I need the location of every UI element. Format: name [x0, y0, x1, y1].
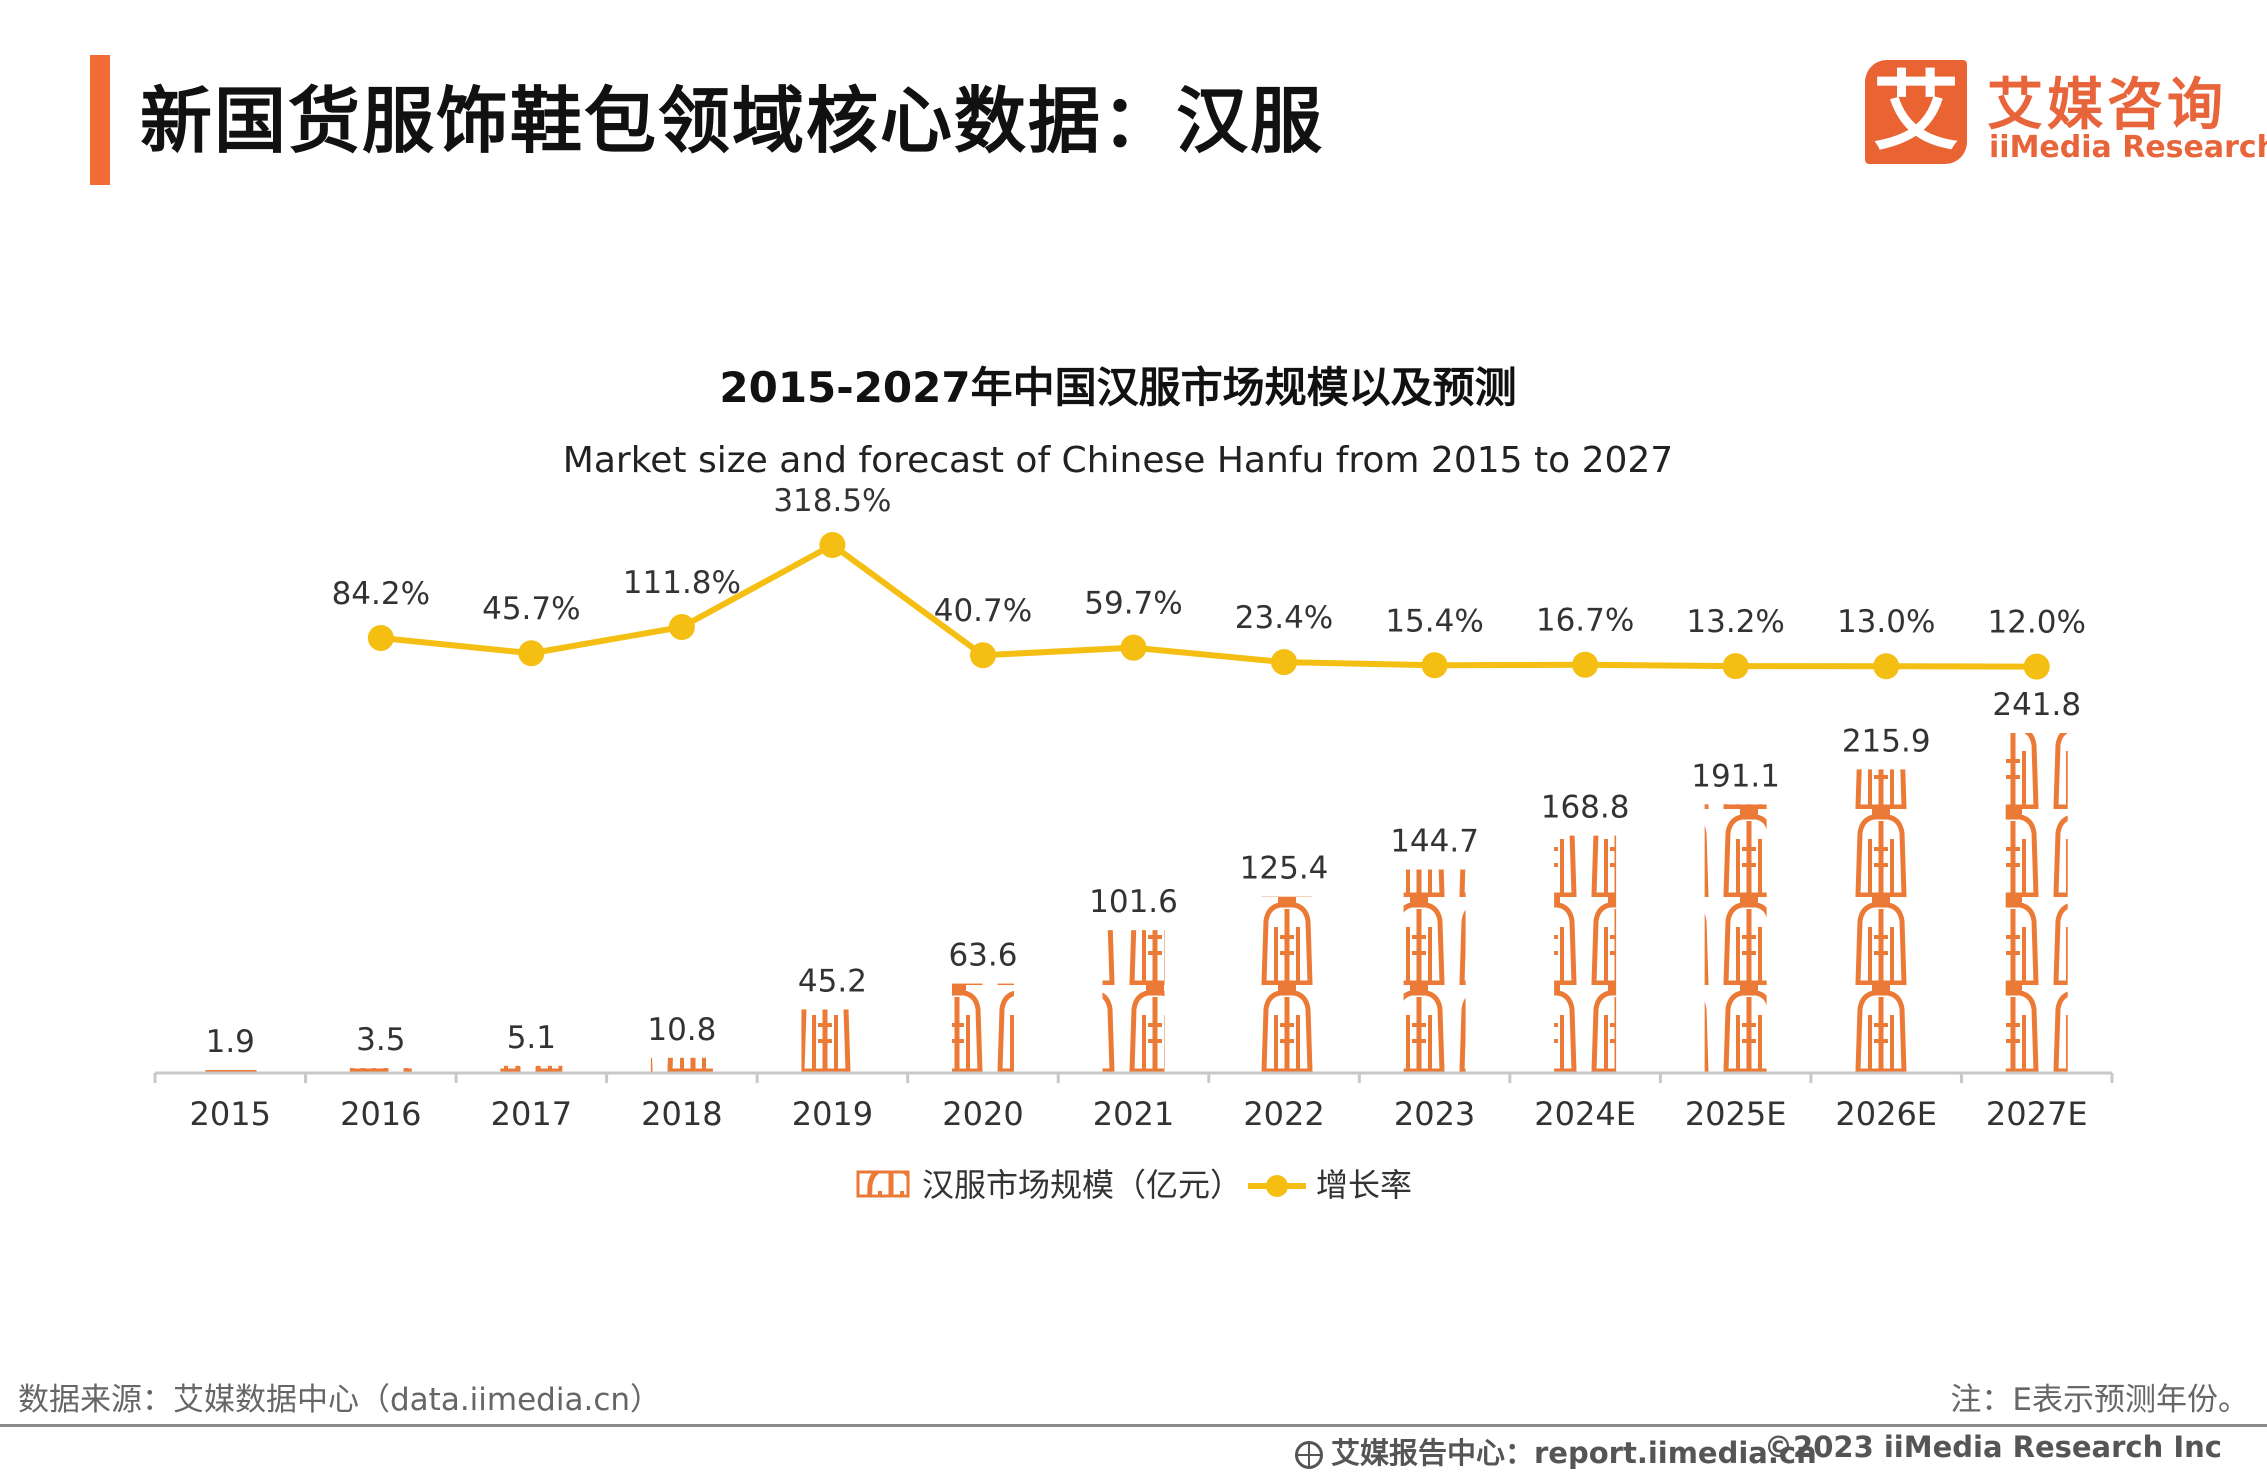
- footer-divider: [0, 1424, 2267, 1427]
- logo-mark: 艾: [1865, 60, 1967, 164]
- growth-line-layer: 84.2% 45.7% 111.8% 318.5% 40.7% 59.7% 23.4% 15.…: [332, 483, 2086, 680]
- bar-value-label: 191.1: [1691, 758, 1780, 794]
- growth-rate-label: 84.2%: [332, 576, 430, 612]
- growth-rate-label: 13.0%: [1837, 604, 1935, 640]
- copyright: ©2023 iiMedia Research Inc: [1764, 1430, 2222, 1464]
- bar-2021: [1102, 930, 1165, 1073]
- data-source: 数据来源：艾媒数据中心（data.iimedia.cn）: [18, 1382, 662, 1418]
- growth-rate-label: 13.2%: [1686, 604, 1784, 640]
- bars-layer: 1.9 3.5 5.1 10.8 45.2 63.6 101.6 125.4 144.7 168.…: [199, 687, 2081, 1073]
- bar-value-label: 215.9: [1842, 723, 1931, 759]
- bar-value-label: 45.2: [798, 963, 867, 999]
- bar-value-label: 241.8: [1992, 687, 2081, 723]
- x-tick-label: 2020: [942, 1095, 1023, 1133]
- bar-2026E: [1855, 769, 1918, 1073]
- x-tick-label: 2021: [1093, 1095, 1174, 1133]
- bar-value-label: 125.4: [1240, 851, 1329, 887]
- legend: 汉服市场规模（亿元） 增长率: [856, 1166, 1412, 1204]
- bar-2024E: [1554, 835, 1617, 1073]
- legend-line-label: 增长率: [1316, 1166, 1412, 1204]
- logo-name-en: iiMedia Research: [1989, 130, 2267, 165]
- bar-value-label: 1.9: [206, 1024, 255, 1060]
- growth-rate-point: [668, 614, 695, 641]
- legend-line-marker: [1266, 1175, 1288, 1197]
- legend-bar-label: 汉服市场规模（亿元）: [922, 1166, 1242, 1204]
- x-axis: 2015 2016 2017 2018 2019 2020 2021 2022 2023 2024…: [153, 1071, 2114, 1133]
- globe-icon: [1295, 1441, 1323, 1469]
- growth-rate-label: 40.7%: [934, 593, 1032, 629]
- report-center: 艾媒报告中心：report.iimedia.cn: [1295, 1430, 1817, 1472]
- bar-2017: [500, 1065, 563, 1073]
- x-tick-label: 2018: [641, 1095, 722, 1133]
- growth-rate-point: [819, 532, 846, 558]
- x-tick-label: 2025E: [1685, 1095, 1787, 1133]
- bar-value-label: 5.1: [507, 1020, 556, 1056]
- bar-2018: [650, 1057, 713, 1073]
- report-center-text: 艾媒报告中心：report.iimedia.cn: [1331, 1436, 1817, 1470]
- growth-rate-point: [969, 642, 996, 669]
- growth-rate-label: 16.7%: [1536, 603, 1634, 639]
- growth-rate-line: [380, 542, 2037, 670]
- bar-2022: [1253, 896, 1316, 1073]
- x-tick-label: 2017: [491, 1095, 572, 1133]
- growth-rate-label: 59.7%: [1084, 586, 1182, 622]
- growth-rate-point: [1572, 651, 1599, 678]
- bar-value-label: 144.7: [1390, 824, 1479, 860]
- bar-value-label: 101.6: [1089, 884, 1178, 920]
- logo-name-cn: 艾媒咨询: [1987, 73, 2227, 138]
- x-tick-label: 2019: [792, 1095, 873, 1133]
- growth-rate-point: [1722, 653, 1749, 680]
- x-tick-label: 2015: [190, 1095, 271, 1133]
- forecast-note: 注：E表示预测年份。: [1950, 1382, 2249, 1418]
- growth-rate-point: [2023, 653, 2050, 680]
- legend-bar-swatch: [856, 1170, 910, 1198]
- chart-title: 2015-2027年中国汉服市场规模以及预测: [719, 363, 1516, 412]
- x-tick-label: 2026E: [1835, 1095, 1937, 1133]
- hanfu-market-chart: 2015-2027年中国汉服市场规模以及预测 Market size and f…: [153, 363, 2114, 1204]
- growth-rate-label: 23.4%: [1235, 600, 1333, 636]
- logo: 艾 艾媒咨询 iiMedia Research: [1865, 60, 2267, 170]
- x-tick-label: 2027E: [1986, 1095, 2088, 1133]
- bar-value-label: 168.8: [1541, 790, 1630, 826]
- bar-value-label: 10.8: [647, 1012, 716, 1048]
- bar-value-label: 3.5: [356, 1022, 405, 1058]
- growth-rate-label: 45.7%: [482, 591, 580, 627]
- bar-value-label: 63.6: [948, 938, 1017, 974]
- growth-rate-label: 12.0%: [1987, 605, 2085, 641]
- x-tick-label: 2022: [1243, 1095, 1324, 1133]
- bar-2016: [349, 1068, 412, 1073]
- bar-2023: [1403, 869, 1466, 1073]
- chart-subtitle: Market size and forecast of Chinese Hanf…: [563, 440, 1673, 481]
- growth-rate-point: [1120, 634, 1147, 661]
- bar-2020: [951, 983, 1014, 1073]
- growth-rate-point: [1873, 653, 1900, 680]
- growth-rate-label: 111.8%: [623, 565, 741, 601]
- growth-rate-point: [518, 640, 545, 667]
- bar-2027E: [2005, 733, 2068, 1073]
- growth-rate-label: 318.5%: [773, 483, 891, 519]
- x-tick-label: 2024E: [1534, 1095, 1636, 1133]
- bar-2025E: [1704, 804, 1767, 1073]
- growth-rate-point: [1271, 649, 1298, 676]
- growth-rate-point: [1421, 652, 1448, 679]
- bar-2019: [801, 1009, 864, 1073]
- growth-rate-point: [367, 624, 394, 651]
- page-title: 新国货服饰鞋包领域核心数据：汉服: [140, 79, 1325, 163]
- title-accent-bar: [90, 55, 110, 185]
- x-tick-label: 2023: [1394, 1095, 1475, 1133]
- growth-rate-label: 15.4%: [1385, 603, 1483, 639]
- x-tick-label: 2016: [340, 1095, 421, 1133]
